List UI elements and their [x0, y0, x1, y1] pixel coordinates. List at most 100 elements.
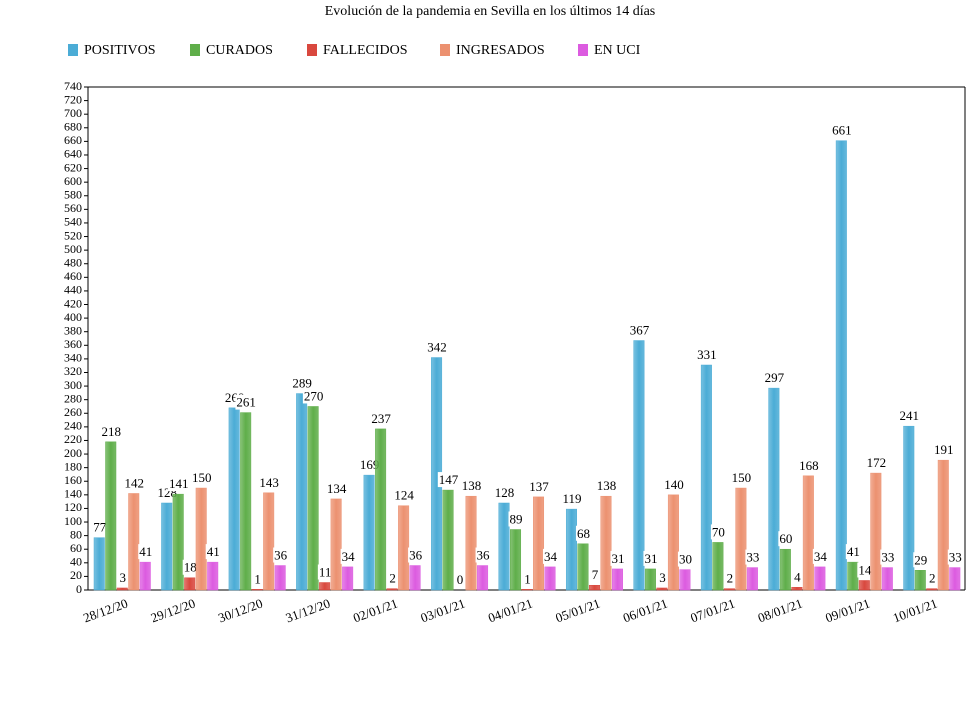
legend-label: CURADOS — [206, 43, 273, 58]
bar — [319, 582, 331, 591]
y-tick-label: 220 — [64, 432, 82, 446]
bar — [139, 561, 151, 591]
data-label: 241 — [900, 408, 920, 423]
data-label: 3 — [120, 570, 127, 585]
y-tick-label: 540 — [64, 215, 82, 229]
bar — [477, 565, 489, 591]
data-label: 142 — [125, 475, 145, 490]
label-bg — [302, 388, 325, 404]
data-label: 138 — [462, 478, 482, 493]
data-label: 1 — [254, 571, 261, 586]
data-label: 36 — [477, 548, 491, 563]
bar — [577, 543, 589, 591]
y-tick-label: 140 — [64, 487, 82, 501]
data-label: 143 — [259, 475, 279, 490]
bar — [611, 568, 623, 591]
bar — [791, 587, 803, 591]
bar — [465, 495, 477, 591]
y-tick-label: 520 — [64, 228, 82, 242]
y-tick-label: 440 — [64, 283, 82, 297]
bar — [588, 584, 600, 591]
y-tick-label: 500 — [64, 242, 82, 256]
bar — [679, 569, 691, 591]
label-bg — [205, 544, 221, 560]
bar — [128, 493, 140, 591]
data-label: 2 — [727, 571, 734, 586]
bar — [398, 505, 410, 591]
label-bg — [898, 408, 921, 424]
label-bg — [561, 491, 583, 507]
y-tick-label: 20 — [70, 568, 82, 582]
legend-swatch — [440, 44, 450, 56]
label-bg — [710, 524, 726, 540]
data-label: 1 — [524, 571, 531, 586]
label-bg — [880, 549, 896, 565]
bar — [207, 561, 219, 591]
label-bg — [865, 455, 888, 471]
label-bg — [658, 569, 667, 585]
y-tick-label: 400 — [64, 310, 82, 324]
data-label: 89 — [510, 511, 523, 526]
y-tick-label: 0 — [76, 582, 82, 596]
data-label: 7 — [592, 567, 599, 582]
bar — [263, 492, 275, 591]
bar — [105, 441, 117, 591]
label-bg — [677, 551, 693, 567]
y-tick-label: 700 — [64, 106, 82, 120]
y-tick-label: 120 — [64, 500, 82, 514]
bar — [565, 508, 577, 591]
label-bg — [437, 472, 460, 488]
bar — [914, 570, 926, 591]
data-label: 70 — [712, 524, 725, 539]
bar — [172, 493, 184, 591]
data-label: 18 — [184, 560, 197, 575]
data-label: 137 — [529, 479, 549, 494]
data-label: 218 — [102, 424, 122, 439]
data-label: 661 — [832, 123, 852, 138]
label-bg — [528, 478, 551, 494]
bar — [375, 428, 387, 591]
data-label: 77 — [93, 520, 107, 535]
bar — [544, 566, 556, 591]
bar — [228, 407, 240, 591]
data-label: 60 — [779, 531, 792, 546]
bar — [184, 577, 196, 591]
y-tick-label: 300 — [64, 378, 82, 392]
data-label: 34 — [342, 549, 356, 564]
data-label: 41 — [139, 544, 152, 559]
bar — [330, 498, 342, 591]
y-tick-label: 380 — [64, 323, 82, 337]
bar — [926, 588, 938, 591]
label-bg — [393, 487, 416, 503]
bar — [881, 567, 893, 591]
bar — [307, 406, 319, 591]
bar — [656, 587, 668, 591]
legend-swatch — [307, 44, 317, 56]
data-label: 29 — [914, 552, 927, 567]
bar — [116, 587, 128, 591]
bar — [342, 566, 354, 591]
data-label: 169 — [360, 457, 380, 472]
label-bg — [745, 549, 761, 565]
bar — [903, 425, 915, 591]
label-bg — [628, 322, 651, 338]
bar — [409, 565, 421, 591]
data-label: 4 — [794, 569, 801, 584]
data-label: 3 — [659, 570, 666, 585]
legend-swatch — [190, 44, 200, 56]
y-tick-label: 40 — [70, 555, 82, 569]
data-label: 34 — [544, 549, 558, 564]
bar — [533, 496, 545, 591]
bar — [274, 565, 286, 591]
label-bg — [455, 571, 465, 587]
data-label: 0 — [457, 572, 464, 587]
data-label: 331 — [697, 347, 717, 362]
label-bg — [643, 550, 659, 566]
label-bg — [493, 484, 516, 500]
label-bg — [798, 457, 820, 473]
label-bg — [258, 474, 280, 490]
y-tick-label: 660 — [64, 133, 82, 147]
data-label: 33 — [881, 550, 894, 565]
label-bg — [118, 569, 127, 585]
